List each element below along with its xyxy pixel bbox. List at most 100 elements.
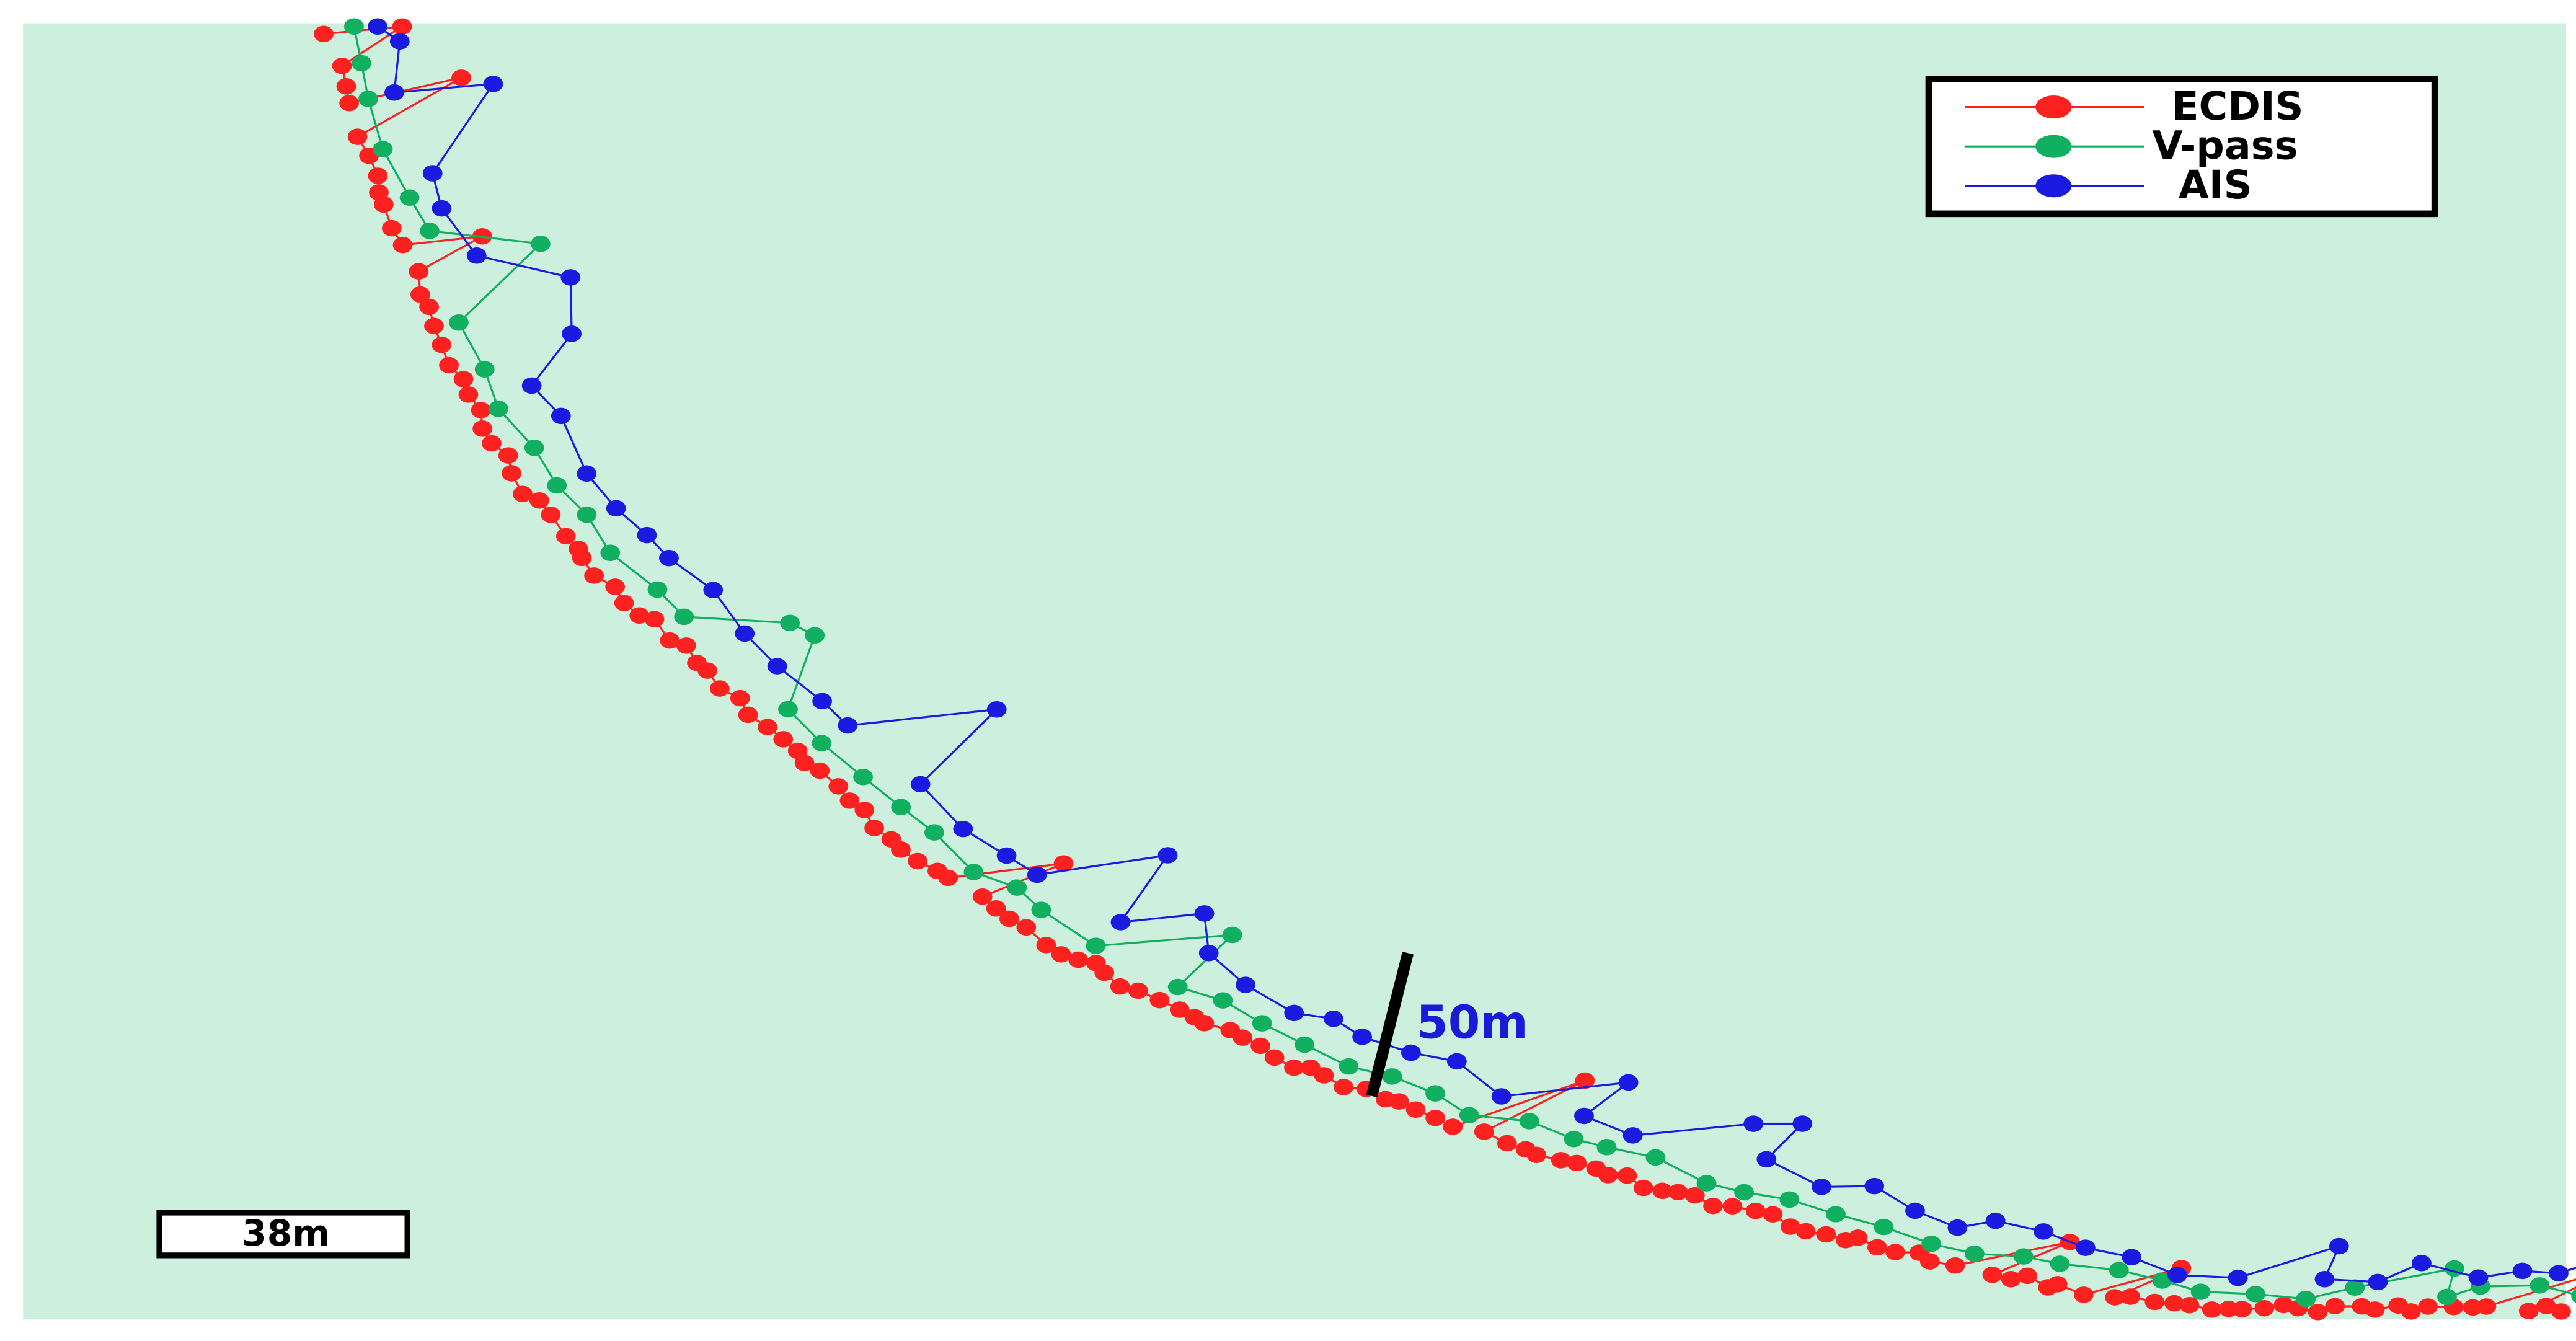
- vpass-fix: [1086, 937, 1106, 954]
- ecdis-fix: [972, 888, 993, 905]
- ecdis-fix: [2401, 1303, 2421, 1320]
- ecdis-fix: [498, 447, 518, 464]
- ecdis-fix: [2308, 1303, 2328, 1321]
- ecdis-fix: [2254, 1299, 2275, 1317]
- ais-fix: [2034, 1223, 2053, 1240]
- ais-fix: [551, 407, 571, 425]
- ais-fix: [1157, 847, 1178, 864]
- ais-fix: [637, 526, 657, 544]
- ecdis-fix: [2551, 1303, 2571, 1320]
- ecdis-fix: [424, 317, 444, 335]
- ecdis-fix: [419, 298, 439, 316]
- vpass-fix: [674, 608, 694, 626]
- vpass-fix: [358, 91, 378, 107]
- ais-fix: [389, 33, 410, 50]
- ecdis-fix: [1284, 1059, 1304, 1076]
- ecdis-fix: [472, 420, 493, 437]
- ecdis-fix: [908, 852, 927, 870]
- ais-fix: [910, 776, 931, 793]
- ais-fix: [560, 269, 581, 286]
- ecdis-fix: [482, 435, 502, 452]
- ecdis-fix: [1684, 1187, 1705, 1204]
- ais-fix: [1027, 866, 1047, 883]
- ecdis-fix: [1795, 1223, 1816, 1240]
- vpass-fix: [344, 18, 364, 35]
- ais-fix: [2314, 1271, 2335, 1288]
- ecdis-fix: [1919, 1253, 1940, 1270]
- ecdis-fix: [2017, 1267, 2037, 1285]
- ecdis-fix: [605, 578, 626, 595]
- ais-fix: [2329, 1237, 2349, 1255]
- ecdis-fix: [810, 762, 830, 779]
- legend: ECDIS V-pass AIS: [1925, 76, 2438, 218]
- ecdis-fix: [392, 18, 412, 35]
- vpass-fix: [1874, 1218, 1894, 1236]
- ais-fix: [1864, 1177, 1885, 1195]
- ecdis-fix: [513, 485, 533, 503]
- vpass-fix: [2013, 1248, 2034, 1265]
- ecdis-fix: [2144, 1293, 2165, 1311]
- ecdis-fix: [1780, 1218, 1800, 1235]
- ais-fix: [703, 582, 724, 598]
- vpass-fix: [488, 401, 508, 417]
- ais-fix: [1198, 944, 1219, 962]
- ecdis-fix: [1068, 951, 1089, 968]
- ais-fix: [1401, 1044, 1421, 1061]
- ecdis-fix: [2232, 1301, 2252, 1317]
- ecdis-fix: [828, 778, 849, 795]
- legend-marker: [2035, 95, 2072, 119]
- ecdis-fix: [1194, 1015, 1215, 1032]
- ecdis-fix: [572, 549, 592, 567]
- vpass-fix: [600, 544, 621, 561]
- tracks: [314, 18, 2576, 1321]
- ecdis-fix: [891, 841, 911, 858]
- vpass-fix: [2444, 1260, 2464, 1277]
- ecdis-fix: [1474, 1123, 1494, 1140]
- ais-fix: [368, 18, 387, 35]
- vpass-fix: [373, 141, 393, 157]
- vpass-fix: [531, 235, 551, 252]
- ecdis-fix: [730, 689, 750, 707]
- ais-fix: [812, 693, 832, 710]
- ecdis-fix: [1982, 1266, 2003, 1283]
- distance-line: [1366, 952, 1414, 1098]
- vpass-fix: [1826, 1206, 1846, 1223]
- ecdis-fix: [660, 632, 680, 649]
- ecdis-fix: [1668, 1184, 1688, 1201]
- ecdis-fix: [2202, 1301, 2222, 1318]
- map-panel: [23, 23, 2567, 1320]
- ais-fix: [996, 847, 1017, 864]
- ecdis-fix: [1745, 1202, 1766, 1219]
- ecdis-fix: [2164, 1295, 2184, 1312]
- scale-bar-label: 38m: [242, 1212, 330, 1254]
- ais-fix: [1574, 1107, 1594, 1125]
- vpass-fix: [1213, 992, 1233, 1009]
- vpass-fix: [1596, 1139, 1617, 1156]
- vpass-fix: [2296, 1290, 2316, 1308]
- ais-fix: [1985, 1212, 2006, 1229]
- ecdis-fix: [2179, 1297, 2200, 1314]
- vpass-fix: [1964, 1245, 1985, 1262]
- ais-fix: [483, 76, 503, 92]
- ecdis-fix: [541, 507, 561, 523]
- ecdis-fix: [1233, 1029, 1253, 1046]
- ecdis-fix: [1053, 855, 1074, 872]
- ecdis-fix: [2418, 1298, 2438, 1315]
- ecdis-fix: [368, 167, 388, 184]
- ecdis-fix: [676, 637, 696, 654]
- ecdis-fix: [410, 286, 430, 303]
- ecdis-fix: [529, 492, 549, 509]
- ecdis-fix: [1425, 1109, 1446, 1126]
- vpass-fix: [1252, 1015, 1272, 1032]
- ais-fix: [422, 165, 443, 182]
- ecdis-fix: [1314, 1067, 1334, 1084]
- ais-fix: [1236, 976, 1255, 993]
- vpass-fix: [1645, 1149, 1666, 1166]
- ecdis-fix: [1575, 1072, 1595, 1089]
- ais-fix: [1110, 914, 1131, 931]
- ecdis-fix: [709, 680, 730, 697]
- ecdis-fix: [381, 219, 402, 237]
- legend-marker: [2035, 174, 2072, 198]
- ais-fix: [2512, 1262, 2533, 1280]
